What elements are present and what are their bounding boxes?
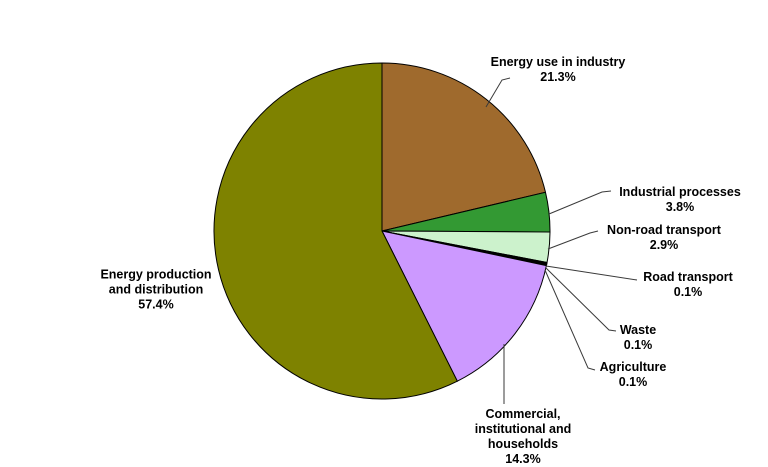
leader-line-non-road-transport	[547, 230, 599, 250]
label-waste-text: Waste	[619, 323, 657, 337]
label-waste-pct: 0.1%	[623, 338, 653, 352]
pie-slice-energy-use-in-industry	[381, 62, 547, 232]
label-road-transport-text: Road transport	[643, 270, 733, 284]
label-non-road-transport-pct: 2.9%	[649, 238, 679, 252]
label-energy-use-in-industry: Energy use in industry 21.3%	[491, 55, 626, 85]
label-waste: Waste 0.1%	[620, 323, 656, 353]
leader-line-industrial-processes	[548, 190, 612, 215]
label-agriculture-pct: 0.1%	[618, 375, 648, 389]
leader-line-road-transport	[545, 265, 638, 281]
label-commercial-line3: households	[487, 437, 559, 451]
label-energy-production-pct: 57.4%	[138, 297, 174, 312]
label-commercial-line1: Commercial,	[485, 407, 561, 421]
leader-line-agriculture	[544, 269, 596, 371]
label-energy-production-line1: Energy production	[100, 267, 212, 282]
label-industrial-processes-pct: 3.8%	[665, 200, 695, 214]
label-commercial-line2: institutional and	[474, 422, 572, 436]
pie-slice-energy-production-distribution	[213, 62, 459, 400]
label-agriculture-text: Agriculture	[599, 360, 667, 374]
label-energy-production-line2: and distribution	[108, 282, 204, 297]
label-agriculture: Agriculture 0.1%	[600, 360, 667, 390]
label-energy-use-in-industry-text: Energy use in industry	[490, 55, 626, 69]
label-road-transport-pct: 0.1%	[673, 285, 703, 299]
leader-line-energy-use-in-industry	[485, 77, 511, 108]
label-commercial-institutional-households: Commercial, institutional and households…	[475, 407, 572, 467]
label-industrial-processes-text: Industrial processes	[619, 185, 741, 199]
label-non-road-transport-text: Non-road transport	[607, 223, 721, 237]
leader-line-waste	[545, 267, 617, 332]
label-energy-use-in-industry-pct: 21.3%	[540, 70, 576, 84]
label-road-transport: Road transport 0.1%	[643, 270, 733, 300]
label-commercial-pct: 14.3%	[505, 452, 541, 466]
label-industrial-processes: Industrial processes 3.8%	[619, 185, 741, 215]
label-energy-production-distribution: Energy production and distribution 57.4%	[100, 268, 211, 313]
pie-slice-commercial-institutional-households	[381, 230, 547, 382]
label-non-road-transport: Non-road transport 2.9%	[607, 223, 721, 253]
